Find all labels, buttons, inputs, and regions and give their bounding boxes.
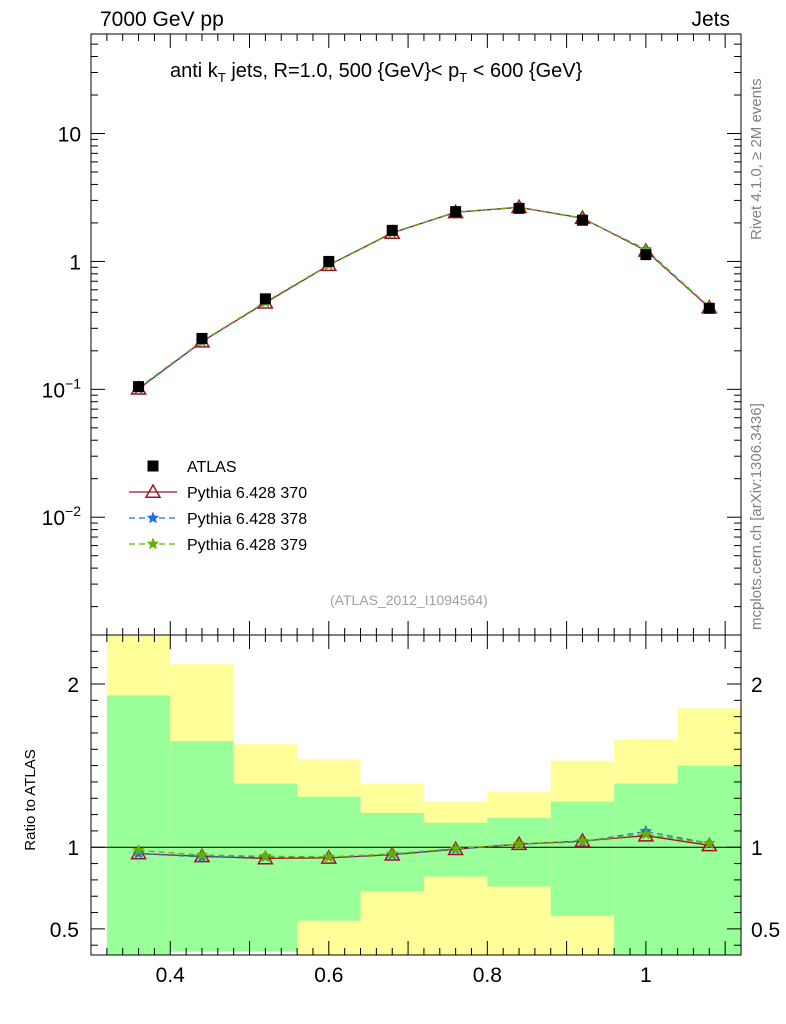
ratio-point-2 <box>639 827 653 840</box>
legend-marker-0 <box>144 483 162 498</box>
legend-entry-label: Pythia 6.428 379 <box>187 537 307 554</box>
main-y-tick-label: 10−1 <box>42 375 82 402</box>
ratio-point-2 <box>512 837 526 850</box>
ratio-point-2 <box>259 849 272 862</box>
plot-title: anti kT jets, R=1.0, 500 {GeV}< pT < 600… <box>170 60 583 85</box>
atlas-data-point <box>323 255 335 267</box>
inner-uncertainty-band <box>550 801 615 916</box>
axes-frame: 10−2 10−1 1 10 0.5 0.5 1 1 2 2 0.4 0.6 0.8 1 <box>42 33 780 987</box>
atlas-data-point <box>640 249 652 261</box>
series-line-1 <box>138 206 710 390</box>
atlas-data-point <box>259 293 271 305</box>
ratio-y-tick-label-right: 1 <box>751 837 763 860</box>
ratio-point-2 <box>702 836 716 849</box>
series-line-2 <box>138 206 710 389</box>
series-line-0 <box>138 206 710 390</box>
legend-atlas-marker <box>147 460 159 472</box>
inner-uncertainty-band <box>677 765 741 955</box>
ratio-point-2 <box>322 850 336 863</box>
ratio-y-tick-label: 1 <box>67 837 79 860</box>
legend-entry-label: ATLAS <box>187 459 237 476</box>
atlas-data-point <box>386 224 398 236</box>
main-y-tick-label: 10 <box>58 124 81 147</box>
ratio-series-line-1 <box>138 830 710 858</box>
ratio-point-0 <box>637 827 655 842</box>
atlas-data-point <box>450 206 462 218</box>
x-tick-label: 0.4 <box>156 964 186 987</box>
ratio-point-2 <box>132 843 145 856</box>
inner-uncertainty-band <box>233 783 298 952</box>
x-tick-label: 0.8 <box>473 964 502 987</box>
ratio-series-line-2 <box>138 833 710 858</box>
atlas-data-point <box>576 214 588 226</box>
atlas-data-point <box>133 381 145 393</box>
ratio-point-2 <box>385 847 399 860</box>
x-tick-label: 0.6 <box>314 964 343 987</box>
inner-uncertainty-band <box>614 783 678 955</box>
main-y-tick-label: 10−2 <box>42 503 82 530</box>
ratio-point-2 <box>576 834 589 847</box>
ratio-point-0 <box>257 849 274 865</box>
ratio-plot-frame <box>90 634 742 956</box>
main-y-tick-label: 1 <box>69 251 81 274</box>
inner-uncertainty-band <box>170 741 234 952</box>
legend-entry-label: Pythia 6.428 370 <box>187 485 307 502</box>
atlas-data-points <box>133 202 715 393</box>
ratio-y-tick-label: 0.5 <box>50 919 79 942</box>
legend-marker-1 <box>146 511 160 524</box>
ratio-point-2 <box>449 841 462 854</box>
header-left-label: 7000 GeV pp <box>100 8 224 31</box>
inner-uncertainty-band <box>106 695 171 955</box>
atlas-data-point <box>196 332 208 344</box>
legend-marker-2 <box>146 537 160 550</box>
inner-uncertainty-band <box>487 817 551 887</box>
ratio-y-tick-label-right: 0.5 <box>751 919 780 942</box>
header-right-label: Jets <box>691 8 730 31</box>
x-tick-label: 1 <box>640 964 652 987</box>
legend-entry-label: Pythia 6.428 378 <box>187 511 307 528</box>
ratio-point-0 <box>701 836 718 852</box>
legend: ATLAS Pythia 6.428 370 Pythia 6.428 378 Pyt… <box>129 459 307 554</box>
uncertainty-bands <box>106 635 741 955</box>
atlas-data-point <box>513 202 525 214</box>
ratio-point-2 <box>195 848 209 861</box>
ratio-y-tick-label: 2 <box>67 674 79 697</box>
atlas-data-point <box>703 302 715 314</box>
ratio-y-tick-label-right: 2 <box>751 674 763 697</box>
analysis-reference-label: (ATLAS_2012_I1094564) <box>330 592 488 608</box>
